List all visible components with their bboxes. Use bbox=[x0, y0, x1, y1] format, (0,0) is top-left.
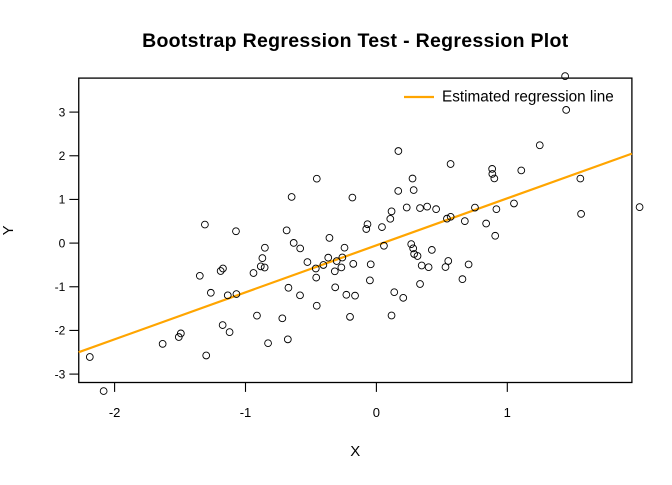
svg-text:Estimated regression line: Estimated regression line bbox=[442, 89, 614, 106]
svg-text:1: 1 bbox=[59, 193, 66, 207]
svg-text:-2: -2 bbox=[55, 324, 66, 338]
svg-text:Y: Y bbox=[0, 225, 17, 235]
svg-text:-2: -2 bbox=[109, 405, 121, 420]
svg-text:-1: -1 bbox=[55, 280, 66, 294]
svg-text:0: 0 bbox=[59, 236, 66, 250]
svg-text:-1: -1 bbox=[240, 405, 252, 420]
svg-text:0: 0 bbox=[373, 405, 380, 420]
svg-text:-3: -3 bbox=[55, 367, 66, 381]
svg-text:X: X bbox=[350, 443, 360, 460]
svg-text:2: 2 bbox=[59, 149, 66, 163]
svg-text:Bootstrap Regression Test - Re: Bootstrap Regression Test - Regression P… bbox=[142, 30, 569, 52]
svg-text:3: 3 bbox=[59, 105, 66, 119]
svg-text:1: 1 bbox=[504, 405, 511, 420]
